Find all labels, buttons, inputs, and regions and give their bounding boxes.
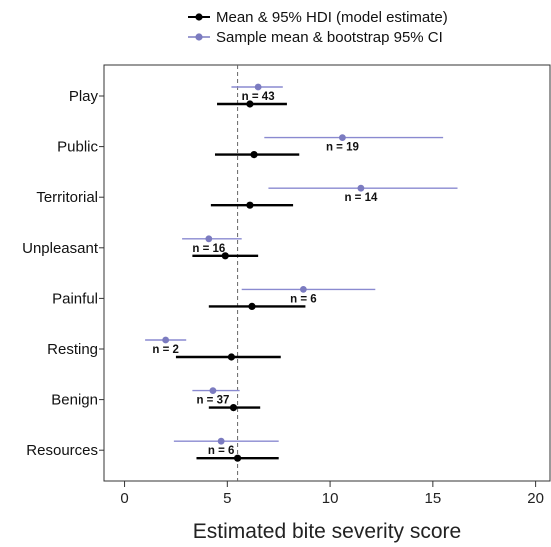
- sample-mean-point: [162, 336, 170, 344]
- category-row: Resting n = 2: [47, 336, 281, 361]
- category-label: Public: [57, 139, 98, 156]
- x-tick-label: 10: [322, 490, 339, 507]
- sample-size-label: n = 43: [242, 91, 275, 103]
- x-tick-label: 0: [120, 490, 128, 507]
- sample-mean-point: [339, 134, 346, 142]
- category-row: Benign n = 37: [51, 387, 261, 412]
- sample-mean-point: [217, 437, 225, 445]
- sample-mean-point: [209, 387, 217, 394]
- x-tick-label: 20: [527, 490, 544, 507]
- sample-mean-point: [299, 286, 307, 293]
- model-mean-point: [233, 454, 242, 462]
- model-mean-point: [248, 302, 256, 310]
- legend-model-label: Mean & 95% HDI (model estimate): [216, 9, 448, 26]
- sample-mean-point: [205, 235, 213, 243]
- model-mean-point: [250, 151, 258, 159]
- category-label: Resources: [26, 442, 98, 459]
- model-mean-point: [246, 201, 254, 209]
- x-axis: 0 5 10 15 20: [120, 481, 544, 507]
- legend-sample-marker: [195, 33, 203, 41]
- legend: Mean & 95% HDI (model estimate) Sample m…: [188, 9, 448, 46]
- category-label: Resting: [47, 341, 98, 358]
- sample-size-label: n = 2: [152, 344, 179, 356]
- x-tick-label: 15: [425, 490, 442, 507]
- category-label: Territorial: [36, 189, 98, 206]
- plot-panel: [103, 64, 551, 482]
- x-axis-title: Estimated bite severity score: [193, 520, 461, 543]
- sample-size-label: n = 19: [326, 142, 359, 154]
- sample-size-label: n = 37: [196, 395, 229, 407]
- sample-size-label: n = 16: [192, 243, 225, 255]
- model-mean-point: [221, 252, 229, 260]
- sample-mean-point: [357, 184, 365, 192]
- sample-mean-point: [254, 83, 262, 91]
- category-label: Play: [69, 88, 99, 105]
- legend-sample-label: Sample mean & bootstrap 95% CI: [216, 29, 443, 46]
- category-row: Territorial n = 14: [36, 184, 458, 209]
- legend-model-marker: [195, 13, 203, 21]
- category-row: Unpleasant n = 16: [22, 235, 259, 260]
- sample-size-label: n = 6: [208, 445, 235, 457]
- category-label: Painful: [52, 290, 98, 307]
- sample-size-label: n = 6: [290, 293, 317, 305]
- category-row: Resources n = 6: [26, 437, 279, 462]
- sample-size-label: n = 14: [344, 192, 378, 204]
- model-mean-point: [246, 100, 254, 108]
- category-row: Public n = 19: [57, 134, 444, 159]
- category-label: Unpleasant: [22, 240, 99, 257]
- x-tick-label: 5: [223, 490, 231, 507]
- category-rows: Play n = 43 Public n = 19 Territorial n = 14 U…: [22, 83, 458, 462]
- category-row: Play n = 43: [69, 83, 287, 108]
- model-mean-point: [229, 404, 238, 412]
- category-row: Painful n = 6: [52, 286, 376, 310]
- category-label: Benign: [51, 392, 98, 409]
- model-mean-point: [227, 353, 236, 361]
